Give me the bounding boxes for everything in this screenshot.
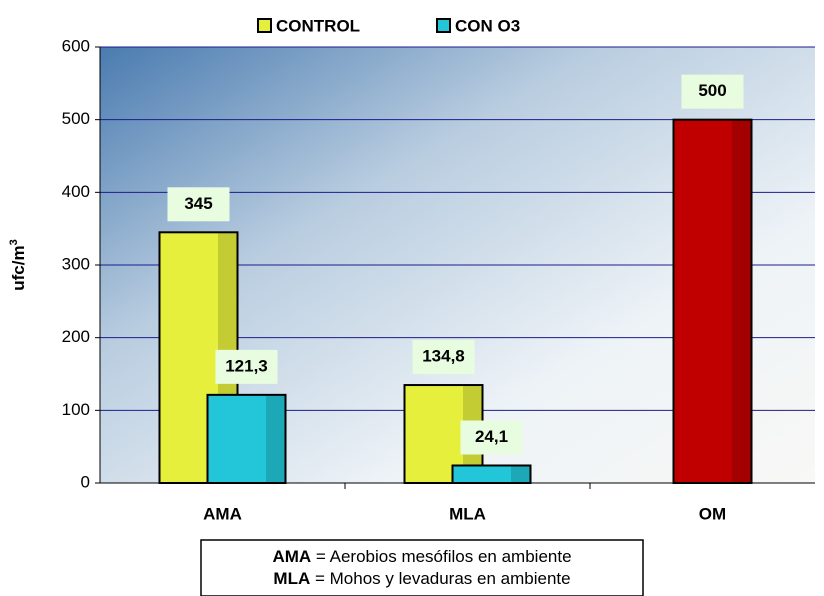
page: {"chart_data": {"type": "bar", "y_label"… (0, 0, 824, 596)
note: MLA = Mohos y levaduras en ambiente (273, 569, 570, 588)
value-label: 134,8 (422, 347, 465, 366)
note-definition: = Aerobios mesófilos en ambiente (316, 547, 572, 566)
note: AMA = Aerobios mesófilos en ambiente (272, 547, 571, 566)
x-tick-label: OM (699, 504, 726, 523)
y-axis-label: ufc/m3 (8, 239, 29, 290)
note-definition: = Mohos y levaduras en ambiente (315, 569, 571, 588)
value-label: 24,1 (475, 427, 508, 446)
y-tick-label: 200 (62, 327, 90, 346)
x-tick-label: AMA (203, 504, 242, 523)
bar-shade (511, 466, 530, 482)
y-tick-label: 500 (62, 109, 90, 128)
y-tick-label: 400 (62, 182, 90, 201)
legend-label: CONTROL (276, 16, 360, 35)
y-tick-label: 300 (62, 254, 90, 273)
y-tick-label: 600 (62, 36, 90, 55)
y-tick-label: 0 (81, 472, 90, 491)
x-tick-label: MLA (449, 504, 486, 523)
legend-swatch (258, 19, 271, 32)
bar-shade (732, 121, 751, 482)
note-term: AMA (272, 547, 311, 566)
y-tick-label: 100 (62, 400, 90, 419)
y-label-superscript: 3 (8, 239, 20, 245)
bar-shade (266, 396, 285, 482)
value-label: 121,3 (225, 356, 268, 375)
note-term: MLA (273, 569, 310, 588)
legend-label: CON O3 (455, 16, 520, 35)
chart: ufc/m3 AMA = Aerobios mesófilos en ambie… (0, 0, 824, 596)
y-label-text: ufc/m (9, 245, 28, 290)
value-label: 500 (698, 81, 726, 100)
legend-swatch (437, 19, 450, 32)
value-label: 345 (184, 194, 212, 213)
